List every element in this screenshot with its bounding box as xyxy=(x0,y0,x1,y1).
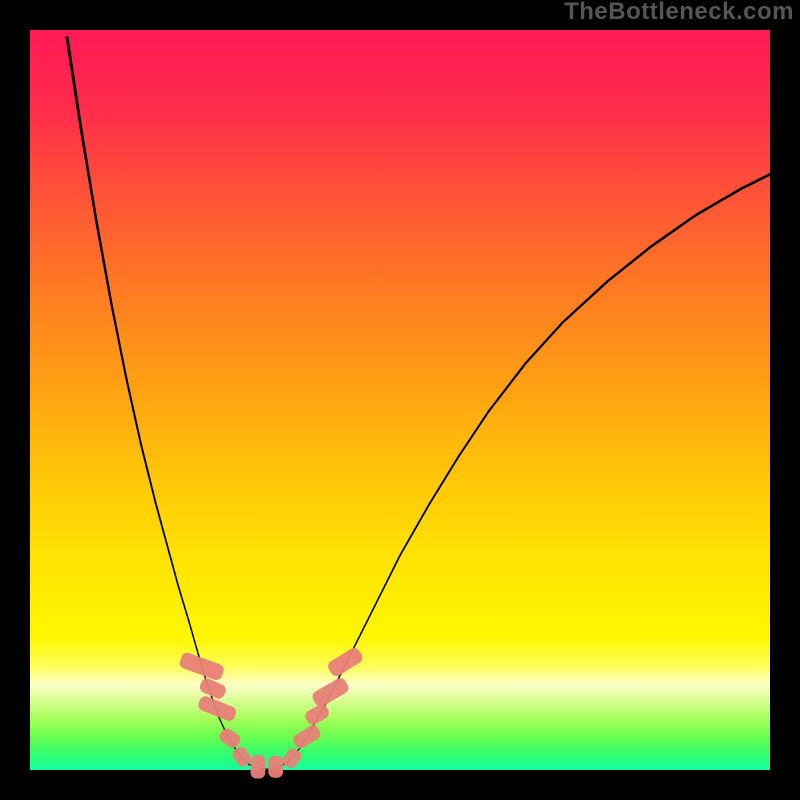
plot-background xyxy=(30,30,770,770)
data-marker xyxy=(268,756,283,778)
chart-container: TheBottleneck.com xyxy=(0,0,800,800)
chart-svg xyxy=(0,0,800,800)
data-marker xyxy=(251,755,266,779)
watermark-text: TheBottleneck.com xyxy=(564,0,794,26)
